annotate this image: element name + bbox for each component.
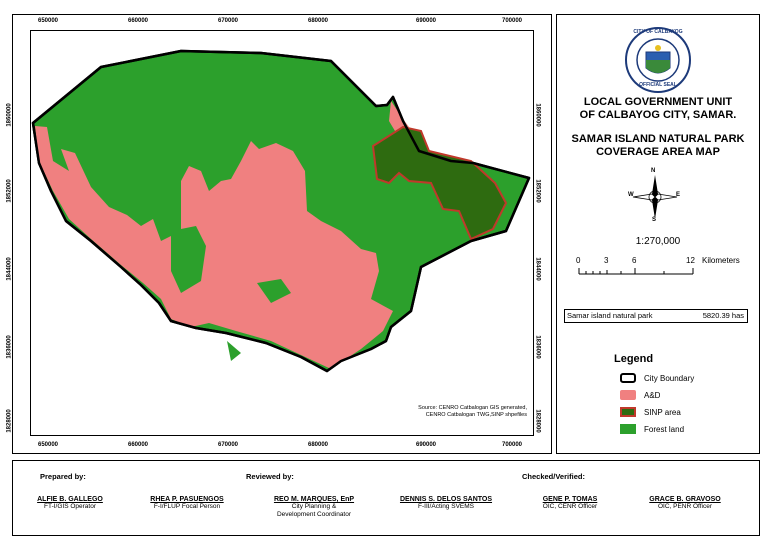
scale-label: 0 bbox=[576, 256, 581, 265]
legend-label: City Boundary bbox=[644, 374, 695, 383]
x-tick-top: 690000 bbox=[416, 18, 437, 24]
scale-unit: Kilometers bbox=[702, 256, 740, 265]
area-label: Samar island natural park bbox=[567, 311, 653, 320]
city-seal: CITY OF CALBAYOG OFFICIAL SEAL bbox=[624, 26, 692, 94]
signatory: ALFIE B. GALLEGO FT-I/GIS Operator bbox=[20, 496, 120, 511]
scale-bar: 0 3 6 12 Kilometers bbox=[576, 256, 756, 278]
lgu-title-line-2: OF CALBAYOG CITY, SAMAR. bbox=[579, 109, 737, 121]
x-tick-bottom: 700000 bbox=[502, 442, 523, 448]
y-tick-right: 1860000 bbox=[534, 103, 541, 127]
x-tick-bottom: 660000 bbox=[128, 442, 149, 448]
reviewed-by-label: Reviewed by: bbox=[246, 472, 294, 481]
x-tick-top: 670000 bbox=[218, 18, 239, 24]
seal-bottom-text: OFFICIAL SEAL bbox=[639, 82, 677, 88]
forestland-patch bbox=[171, 226, 206, 293]
area-box: Samar island natural park 5820.39 has bbox=[564, 309, 748, 323]
x-tick-bottom: 690000 bbox=[416, 442, 437, 448]
legend-label: Forest land bbox=[644, 425, 685, 434]
compass-s: S bbox=[652, 217, 657, 223]
compass-e: E bbox=[676, 192, 681, 198]
x-tick-top: 660000 bbox=[128, 18, 149, 24]
signatory-role: F-I/FLUP Focal Person bbox=[153, 503, 221, 510]
compass-w: W bbox=[628, 192, 634, 198]
x-tick-top: 700000 bbox=[502, 18, 523, 24]
map-svg bbox=[31, 49, 531, 373]
checked-by-label: Checked/Verified: bbox=[522, 472, 585, 481]
scale-label: 6 bbox=[632, 256, 637, 265]
y-tick-left: 1828000 bbox=[6, 409, 13, 433]
map-title-line-1: SAMAR ISLAND NATURAL PARK bbox=[571, 133, 745, 145]
scale-label: 12 bbox=[686, 256, 695, 265]
compass-n: N bbox=[651, 168, 656, 174]
signatory-role: City Planning & bbox=[291, 503, 337, 510]
x-tick-bottom: 670000 bbox=[218, 442, 239, 448]
legend-swatch-boundary bbox=[620, 373, 636, 383]
legend-label: A&D bbox=[644, 391, 661, 400]
y-tick-right: 1844000 bbox=[534, 257, 541, 281]
legend-swatch-forest bbox=[620, 424, 636, 434]
prepared-by-label: Prepared by: bbox=[40, 472, 86, 481]
map-title-line-2: COVERAGE AREA MAP bbox=[596, 146, 720, 158]
sinp-area bbox=[371, 125, 508, 241]
compass-rose-icon: N S W E bbox=[628, 168, 681, 223]
y-tick-left: 1836000 bbox=[6, 335, 13, 359]
source-line-1: Source: CENRO Catbalogan GIS generated, bbox=[418, 405, 527, 411]
legend-swatch-ad bbox=[620, 390, 636, 400]
legend-title: Legend bbox=[614, 353, 654, 365]
signatory-name: RHEA P. PASUENGOS bbox=[150, 496, 224, 503]
city-boundary bbox=[31, 49, 531, 373]
signatory-footer bbox=[12, 460, 760, 536]
x-tick-bottom: 680000 bbox=[308, 442, 329, 448]
signatory-name: GENE P. TOMAS bbox=[542, 496, 598, 503]
side-panel bbox=[556, 14, 760, 454]
signatory-name: GRACE B. GRAVOSO bbox=[649, 496, 721, 503]
legend-swatch-sinp bbox=[620, 407, 636, 417]
signatory-role: OIC, CENR Officer bbox=[542, 503, 598, 510]
map-canvas[interactable]: Source: CENRO Catbalogan GIS generated, … bbox=[30, 30, 534, 436]
signatory: DENNIS S. DELOS SANTOS F-III/Acting SVEM… bbox=[386, 496, 506, 511]
signatory: RHEA P. PASUENGOS F-I/FLUP Focal Person bbox=[132, 496, 242, 511]
signatory-name: DENNIS S. DELOS SANTOS bbox=[399, 496, 493, 503]
signatory: REO M. MARQUES, EnP City Planning & Deve… bbox=[254, 496, 374, 519]
y-tick-left: 1852000 bbox=[6, 179, 13, 203]
signatory: GENE P. TOMAS OIC, CENR Officer bbox=[520, 496, 620, 511]
y-tick-left: 1860000 bbox=[6, 103, 13, 127]
forestland-patch bbox=[227, 341, 241, 361]
signatory-name: ALFIE B. GALLEGO bbox=[37, 496, 103, 503]
x-tick-top: 650000 bbox=[38, 18, 59, 24]
source-note: Source: CENRO Catbalogan GIS generated, … bbox=[327, 405, 527, 419]
signatory-name: REO M. MARQUES, EnP bbox=[273, 496, 355, 503]
y-tick-right: 1852000 bbox=[534, 179, 541, 203]
map-frame bbox=[12, 14, 552, 454]
scale-ratio: 1:270,000 bbox=[635, 236, 681, 247]
signatory-role: FT-I/GIS Operator bbox=[43, 503, 96, 510]
y-tick-left: 1844000 bbox=[6, 257, 13, 281]
signatory-role: Development Coordinator bbox=[276, 511, 352, 518]
source-line-2: CENRO Catbalogan TWG,SINP shpefiles bbox=[425, 412, 527, 418]
forestland-patch bbox=[257, 279, 291, 303]
signatory-role: OIC, PENR Officer bbox=[657, 503, 713, 510]
scale-label: 3 bbox=[604, 256, 609, 265]
x-tick-bottom: 650000 bbox=[38, 442, 59, 448]
area-value: 5820.39 has bbox=[702, 311, 744, 320]
seal-top-text: CITY OF CALBAYOG bbox=[633, 29, 683, 35]
y-tick-right: 1836000 bbox=[534, 335, 541, 359]
lgu-title-line-1: LOCAL GOVERNMENT UNIT bbox=[583, 96, 733, 108]
legend-label: SINP area bbox=[644, 408, 681, 417]
y-tick-right: 1828000 bbox=[534, 409, 541, 433]
x-tick-top: 680000 bbox=[308, 18, 329, 24]
signatory-role: F-III/Acting SVEMS bbox=[418, 503, 474, 510]
ad-area bbox=[35, 126, 393, 369]
signatory: GRACE B. GRAVOSO OIC, PENR Officer bbox=[630, 496, 740, 511]
